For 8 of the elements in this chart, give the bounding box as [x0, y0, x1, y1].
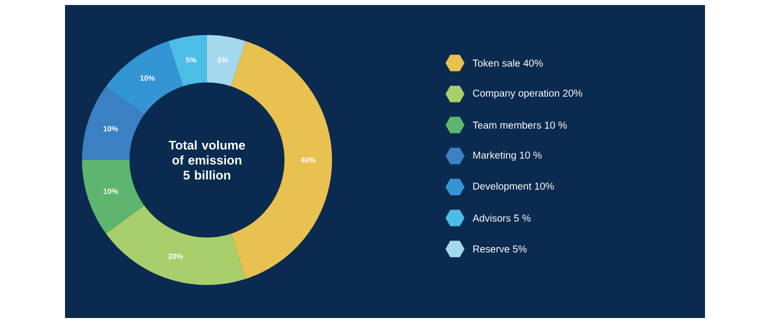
- legend-label: Development 10%: [473, 182, 554, 192]
- legend-label: Advisors 5 %: [472, 214, 531, 222]
- text: Total volume of emission 5 billion: [168, 140, 246, 180]
- legend-label: Company operation 20%: [473, 89, 582, 99]
- legend-label: Reserve 5%: [473, 245, 527, 253]
- legend-label: Marketing 10 %: [473, 151, 542, 161]
- legend-label: Token sale 40%: [472, 59, 543, 67]
- legend-label: Team members 10 %: [472, 121, 567, 129]
